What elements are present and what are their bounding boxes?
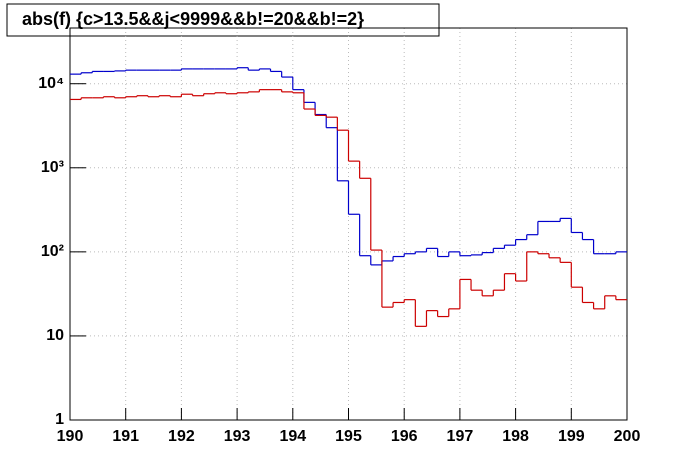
x-tick-label: 200: [614, 428, 641, 445]
title-box: [6, 3, 440, 37]
x-tick-label: 190: [57, 428, 84, 445]
x-tick-label: 193: [224, 428, 251, 445]
x-tick-label: 199: [558, 428, 585, 445]
x-tick-label: 195: [335, 428, 362, 445]
chart-title: abs(f) {c>13.5&&j<9999&&b!=20&&b!=2}: [22, 9, 364, 29]
y-tick-label: 10²: [41, 243, 64, 260]
y-tick-label: 10: [46, 327, 64, 344]
y-tick-label: 10⁴: [38, 75, 64, 92]
y-tick-label: 10³: [41, 159, 64, 176]
x-tick-label: 196: [391, 428, 418, 445]
y-tick-label: 1: [55, 411, 64, 428]
x-tick-label: 197: [447, 428, 474, 445]
x-tick-label: 191: [112, 428, 139, 445]
x-tick-label: 192: [168, 428, 195, 445]
x-tick-label: 194: [279, 428, 306, 445]
plot-frame: [69, 27, 628, 421]
x-tick-label: 198: [502, 428, 529, 445]
